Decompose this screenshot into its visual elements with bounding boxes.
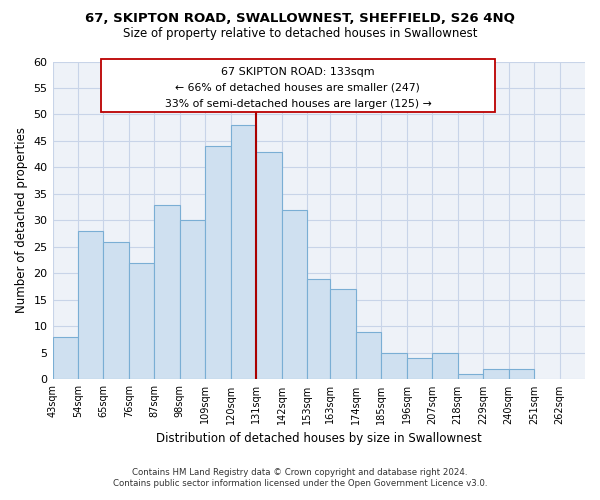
- Bar: [356, 332, 381, 380]
- Bar: [78, 231, 103, 380]
- Bar: [53, 337, 78, 380]
- Bar: [282, 210, 307, 380]
- Text: 67, SKIPTON ROAD, SWALLOWNEST, SHEFFIELD, S26 4NQ: 67, SKIPTON ROAD, SWALLOWNEST, SHEFFIELD…: [85, 12, 515, 26]
- Bar: [381, 353, 407, 380]
- Bar: [307, 279, 331, 380]
- Bar: [154, 204, 180, 380]
- Bar: [205, 146, 231, 380]
- Text: Contains HM Land Registry data © Crown copyright and database right 2024.
Contai: Contains HM Land Registry data © Crown c…: [113, 468, 487, 487]
- Bar: [180, 220, 205, 380]
- FancyBboxPatch shape: [101, 59, 495, 112]
- Bar: [256, 152, 282, 380]
- Bar: [129, 263, 154, 380]
- Bar: [483, 369, 509, 380]
- Bar: [432, 353, 458, 380]
- Text: 67 SKIPTON ROAD: 133sqm: 67 SKIPTON ROAD: 133sqm: [221, 67, 375, 77]
- Bar: [509, 369, 534, 380]
- Text: 33% of semi-detached houses are larger (125) →: 33% of semi-detached houses are larger (…: [164, 98, 431, 108]
- Bar: [231, 125, 256, 380]
- Y-axis label: Number of detached properties: Number of detached properties: [15, 128, 28, 314]
- Text: Size of property relative to detached houses in Swallownest: Size of property relative to detached ho…: [123, 28, 477, 40]
- X-axis label: Distribution of detached houses by size in Swallownest: Distribution of detached houses by size …: [156, 432, 482, 445]
- Bar: [103, 242, 129, 380]
- Bar: [407, 358, 432, 380]
- Bar: [331, 290, 356, 380]
- Bar: [458, 374, 483, 380]
- Text: ← 66% of detached houses are smaller (247): ← 66% of detached houses are smaller (24…: [175, 82, 421, 92]
